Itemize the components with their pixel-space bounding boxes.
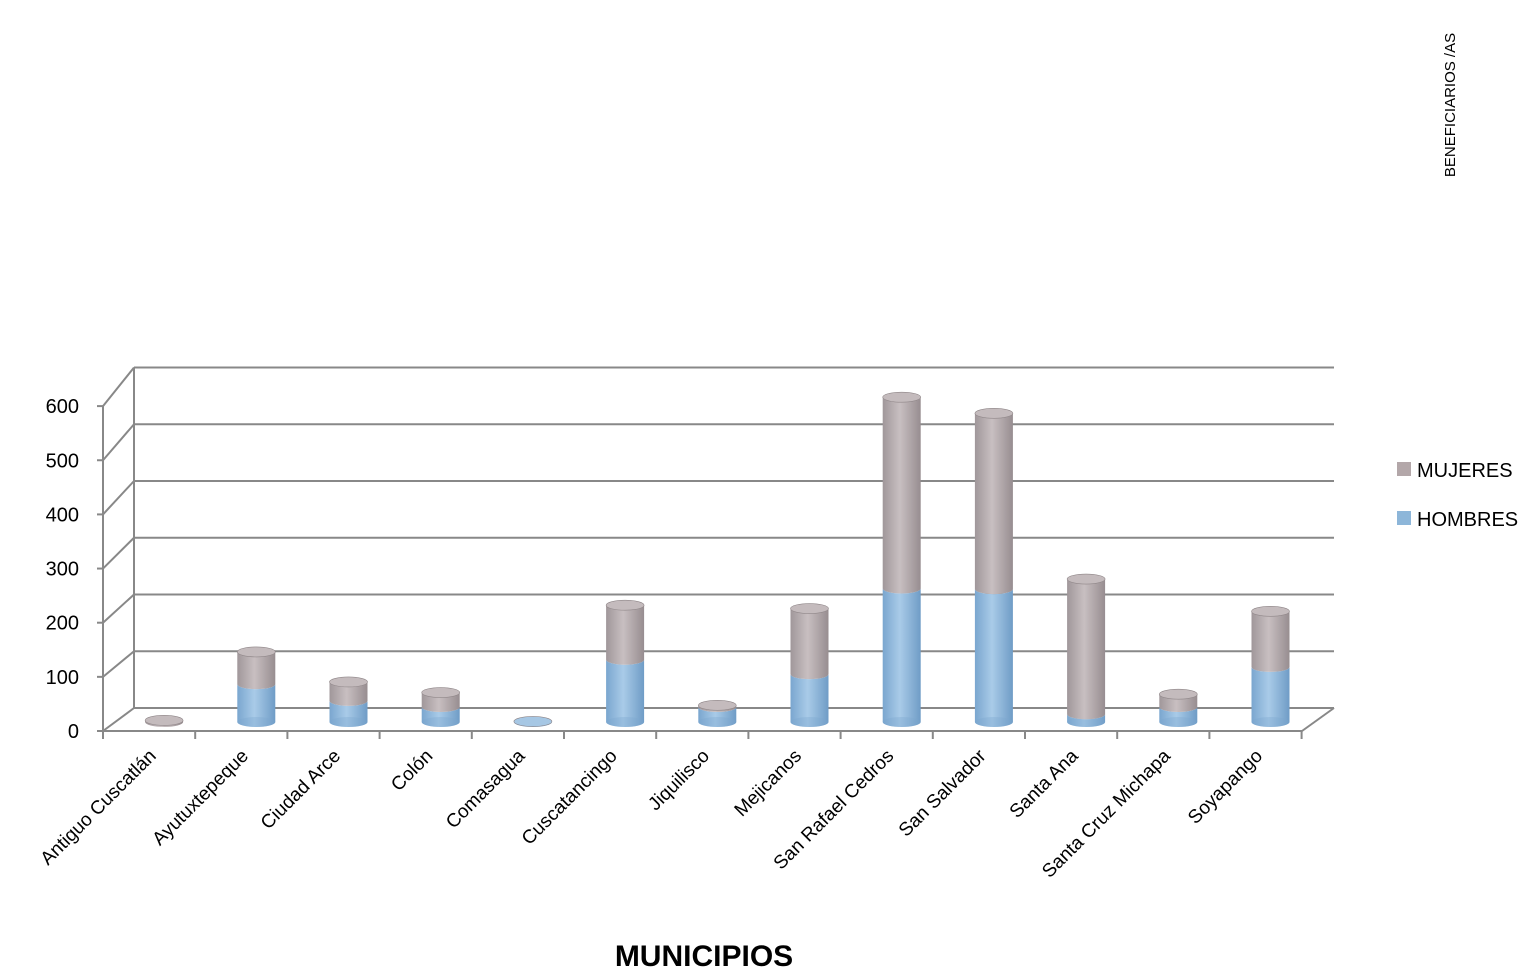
x-tick-label: Santa Ana (1006, 745, 1083, 822)
y-axis-ticks: 0 100 200 300 400 500 600 (46, 396, 79, 743)
bar-segment-mujeres (606, 605, 645, 665)
bar-segment-hombres (974, 589, 1013, 728)
x-tick-label: Ciudad Arce (257, 746, 345, 834)
bar-top-cap (1159, 688, 1198, 700)
bar-segment-hombres (1251, 666, 1290, 728)
bar-group (1066, 573, 1106, 728)
bar-base (974, 717, 1013, 727)
bar-segment-mujeres (790, 608, 829, 680)
bar-top-cap (144, 715, 184, 726)
bar-group (697, 700, 737, 728)
bar-group (605, 599, 645, 727)
bar-group (144, 715, 184, 728)
bar-group (882, 391, 922, 728)
bar-group (790, 603, 829, 728)
bar-top-cap (1066, 573, 1106, 585)
gridline-diag (102, 423, 135, 461)
x-tick-label: Soyapango (1184, 746, 1267, 829)
bar-top-cap (605, 599, 645, 611)
bar-top-cap (882, 391, 922, 403)
bar-base (1251, 717, 1290, 727)
x-tick-label: Ayutuxtepeque (149, 746, 253, 850)
gridline-diag (102, 707, 135, 732)
bar-segment-mujeres (698, 705, 737, 712)
legend-label-hombres: HOMBRES (1417, 509, 1518, 531)
bar-base (606, 717, 645, 727)
x-tick-label: Cuscatancingo (518, 746, 622, 850)
bar-segment-hombres (698, 706, 737, 728)
gridline-diag (102, 480, 135, 516)
bar-top-cap (697, 700, 737, 711)
x-axis-title: MUNICIPIOS (615, 940, 793, 972)
bar-group (513, 716, 553, 728)
bar-base (790, 717, 829, 727)
bar-segment-hombres (329, 700, 368, 728)
x-tick-label: Colón (387, 746, 437, 796)
gridlines (97, 366, 1335, 732)
y-tick-label: 200 (46, 613, 79, 635)
bar-segment-mujeres (237, 651, 276, 690)
bar-top-cap (236, 646, 276, 658)
bar-segment-hombres (237, 684, 276, 727)
gridline-diag (102, 593, 135, 624)
bar-base (421, 717, 460, 727)
gridline-diag (102, 366, 135, 407)
bar-segment-mujeres (974, 413, 1013, 595)
floor-edge (1301, 707, 1335, 732)
y-tick-label: 300 (46, 559, 79, 581)
bar-top-cap (974, 408, 1014, 419)
bar-base (237, 717, 276, 727)
bar-segment-hombres (421, 706, 460, 728)
bar-segment-mujeres (882, 397, 921, 594)
bar-segment-hombres (790, 674, 829, 728)
y-axis-title: BENEFICIARIOS /AS (1442, 33, 1459, 177)
bar-segment-mujeres (1251, 611, 1290, 672)
y-tick-label: 400 (46, 504, 79, 526)
bar-group (236, 646, 276, 727)
legend-label-mujeres: MUJERES (1417, 460, 1513, 482)
legend-swatch-mujeres (1397, 462, 1411, 476)
x-tick-label: Jiquilisco (644, 746, 713, 815)
bar-base (329, 717, 368, 727)
bar-base (698, 717, 737, 727)
bar-segment-hombres (882, 588, 921, 728)
bar-top-cap (513, 716, 553, 727)
bar-top-cap (329, 676, 368, 688)
bar-top-cap (1251, 606, 1290, 617)
bar-top-cap (790, 603, 829, 614)
bar-segment-mujeres (145, 720, 184, 728)
bar-segment-mujeres (421, 692, 460, 712)
bar-top-cap (421, 687, 461, 698)
bar-segment-hombres (1159, 706, 1198, 728)
x-tick-label: Antiguo Cuscatlán (37, 746, 161, 870)
legend-swatch-hombres (1397, 511, 1411, 525)
bar-group (1251, 606, 1290, 728)
bar-segment-mujeres (329, 681, 368, 706)
bar-base (882, 717, 921, 727)
y-tick-label: 600 (46, 396, 79, 418)
bar-group (974, 408, 1014, 728)
legend: MUJERES HOMBRES (1397, 460, 1518, 531)
x-tick-label: San Salvador (895, 745, 991, 841)
x-tick-label: Mejicanos (731, 746, 806, 821)
x-tick-label: Comasagua (442, 745, 530, 833)
bar-base (1067, 717, 1106, 727)
bar-base (1159, 717, 1198, 727)
y-tick-label: 100 (46, 667, 79, 689)
y-tick-label: 500 (46, 450, 79, 472)
y-tick-label: 0 (68, 721, 79, 743)
bar-group (421, 687, 461, 728)
bar-segment-mujeres (1067, 579, 1106, 720)
bar-group (1159, 688, 1198, 728)
gridline-diag (102, 537, 135, 570)
bars (144, 391, 1290, 728)
bar-segment-hombres (606, 659, 645, 727)
bar-segment-hombres (1067, 714, 1106, 728)
gridline-diag (102, 650, 135, 678)
bar-group (329, 676, 368, 728)
